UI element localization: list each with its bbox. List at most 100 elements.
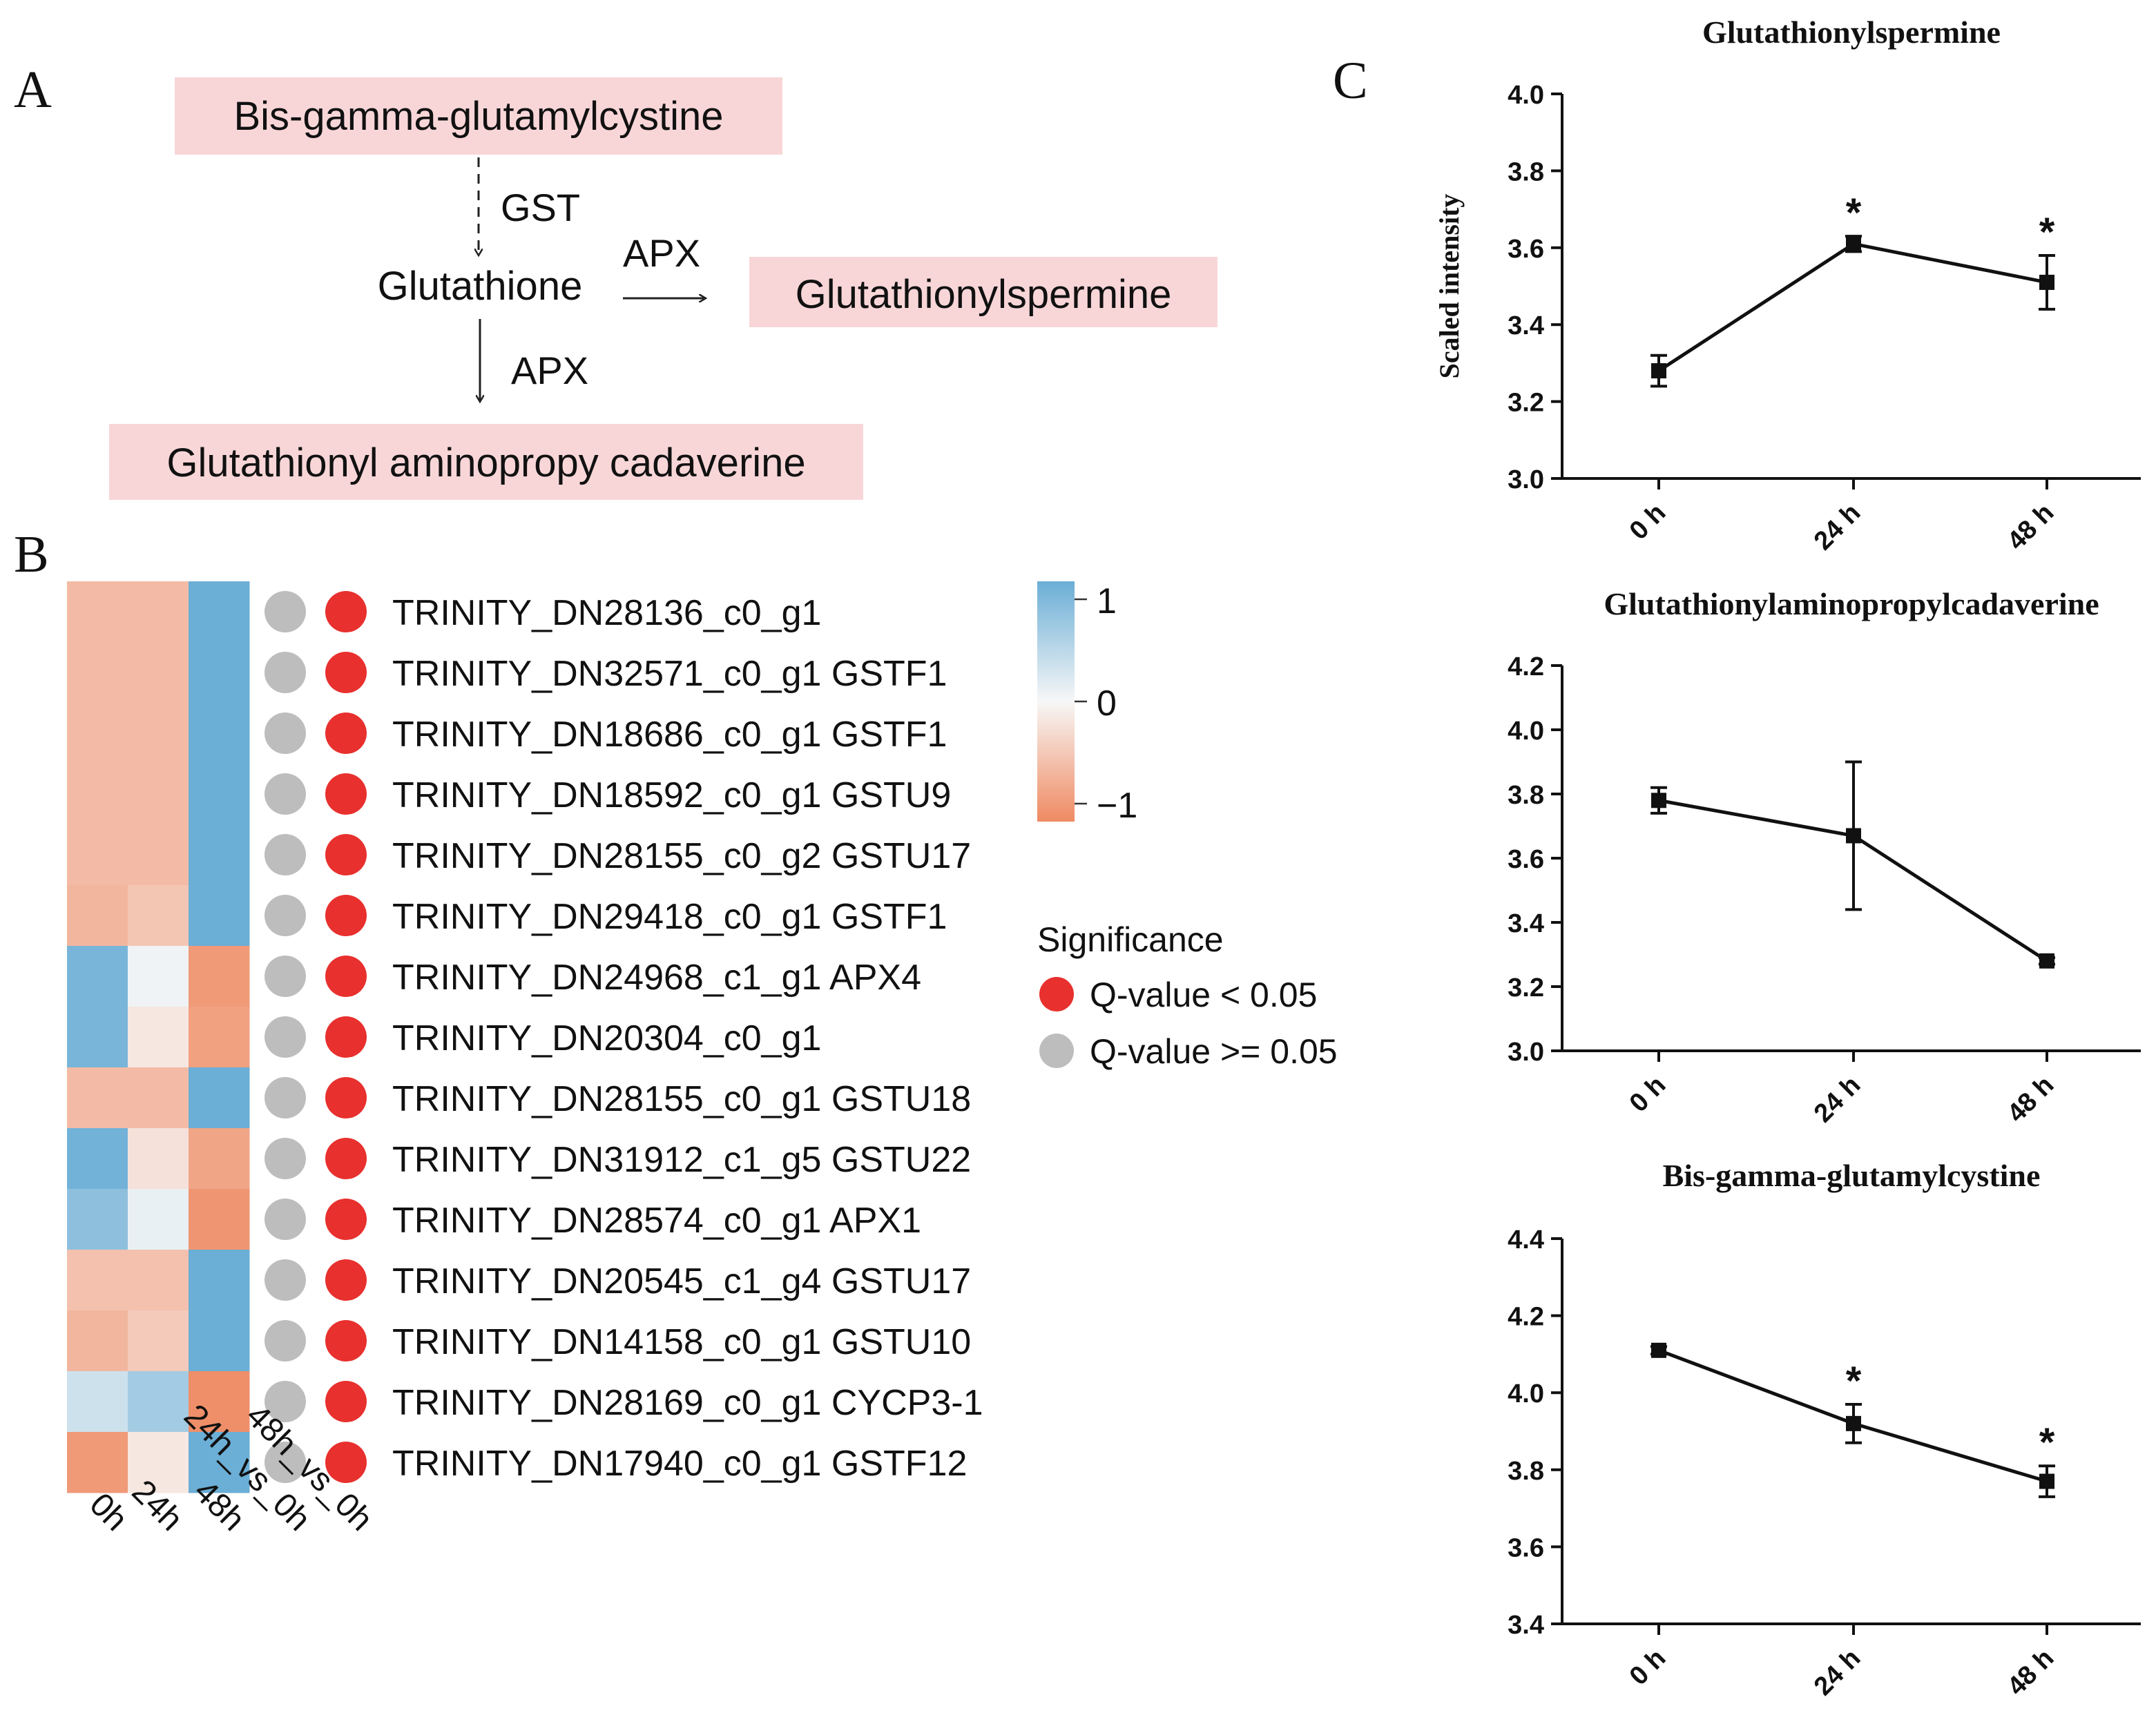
heatmap-cell [67, 581, 128, 643]
heatmap-cell [128, 824, 189, 886]
gene-label: TRINITY_DN32571_c0_g1 GSTF1 [392, 654, 947, 694]
significance-dot [325, 1199, 367, 1240]
significance-dot [325, 1259, 367, 1301]
y-tick-label: 3.4 [1508, 909, 1544, 938]
gene-label: TRINITY_DN18592_c0_g1 GSTU9 [392, 775, 951, 815]
heatmap-cell [128, 1432, 189, 1493]
panel-c: C Glutathionylspermine Scaled intensity 3.… [1333, 14, 2141, 1701]
significance-star: * [1846, 191, 1862, 235]
x-tick-label: 24 h [1809, 1644, 1866, 1701]
x-tick-label: 0 h [1624, 498, 1672, 546]
heatmap-cell [67, 946, 128, 1007]
significance-dot [264, 834, 306, 875]
heatmap-cell [189, 764, 250, 825]
significance-dot [264, 1077, 306, 1118]
heatmap-cell [67, 824, 128, 886]
data-point [1651, 363, 1666, 379]
gene-label: TRINITY_DN28574_c0_g1 APX1 [392, 1201, 921, 1241]
gene-label: TRINITY_DN14158_c0_g1 GSTU10 [392, 1322, 971, 1362]
heatmap-cell [189, 581, 250, 643]
enzyme-gst-label: GST [501, 186, 580, 229]
x-tick-label: 0 h [1624, 1644, 1672, 1692]
y-tick-label: 3.2 [1508, 389, 1544, 418]
significance-dot [264, 1259, 306, 1301]
pathway-box-top [175, 77, 782, 155]
significance-dot [264, 591, 306, 632]
heatmap-cell [67, 764, 128, 825]
pathway-middle-label: Glutathione [378, 264, 583, 309]
data-point [1846, 828, 1861, 844]
y-tick-label: 3.6 [1508, 845, 1544, 874]
significance-dot [325, 1138, 367, 1179]
significance-dot [264, 895, 306, 936]
y-tick-label: 3.6 [1508, 1533, 1544, 1562]
heatmap-cell [67, 1371, 128, 1433]
heatmap-cell [67, 1250, 128, 1311]
significance-dot [325, 773, 367, 815]
heatmap-grid [67, 581, 250, 1493]
data-point [1846, 1415, 1861, 1431]
chart-title: Glutathionylspermine [1702, 14, 2001, 50]
significance-dot [325, 956, 367, 997]
heatmap-cell [67, 642, 128, 704]
enzyme-apx-down-label: APX [511, 349, 588, 392]
chart-title: Glutathionylaminopropylcadaverine [1604, 586, 2099, 621]
significance-dot [264, 1320, 306, 1362]
pathway-box-right [749, 257, 1217, 327]
data-point [2039, 1473, 2054, 1489]
y-tick-label: 3.8 [1508, 1457, 1544, 1486]
panel-label-b: B [14, 525, 49, 583]
significance-dot [325, 1381, 367, 1422]
significance-dot [264, 1442, 306, 1483]
x-tick-label: 24 h [1809, 498, 1866, 556]
significance-dot [264, 652, 306, 693]
gene-label: TRINITY_DN31912_c1_g5 GSTU22 [392, 1140, 971, 1180]
pathway-right-label: Glutathionylspermine [796, 272, 1172, 317]
heatmap-cell [189, 642, 250, 704]
legend-item-nonsig: Q-value >= 0.05 [1090, 1032, 1338, 1071]
significance-dot [325, 895, 367, 936]
heatmap-cell [128, 642, 189, 704]
heatmap-cell [189, 703, 250, 764]
significance-dot [264, 956, 306, 997]
heatmap-cell [67, 1189, 128, 1250]
heatmap-cell [67, 1128, 128, 1190]
gene-label: TRINITY_DN28169_c0_g1 CYCP3-1 [392, 1383, 983, 1423]
significance-dot [264, 1016, 306, 1058]
heatmap-cell [189, 1371, 250, 1433]
significance-dot [325, 1016, 367, 1058]
significance-dot [325, 834, 367, 875]
y-axis-label: Scaled intensity [1434, 194, 1465, 379]
heatmap-cell [189, 824, 250, 886]
enzyme-apx-right-label: APX [623, 231, 700, 275]
heatmap-cell [189, 1432, 250, 1493]
y-tick-label: 3.0 [1508, 1038, 1544, 1067]
significance-dot [325, 713, 367, 754]
y-tick-label: 4.2 [1508, 652, 1544, 681]
significance-dot [264, 1199, 306, 1240]
gene-label: TRINITY_DN20304_c0_g1 [392, 1018, 821, 1058]
heatmap-cell [67, 885, 128, 947]
heatmap-cell [128, 1250, 189, 1311]
heatmap-cell [189, 1067, 250, 1129]
heatmap-cell [189, 1310, 250, 1372]
significance-dot [325, 652, 367, 693]
y-tick-label: 4.2 [1508, 1303, 1544, 1332]
heatmap-cell [189, 885, 250, 947]
chart-title: Bis-gamma-glutamylcystine [1663, 1158, 2041, 1193]
significance-dot [264, 1138, 306, 1179]
heatmap-cell [189, 946, 250, 1007]
y-tick-label: 4.0 [1508, 81, 1544, 110]
heatmap-cell [128, 581, 189, 643]
heatmap-cell [128, 764, 189, 825]
significance-star: * [2039, 1420, 2055, 1465]
panel-label-a: A [14, 61, 52, 119]
data-point [1651, 793, 1666, 808]
data-point [1846, 236, 1861, 252]
heatmap-cell [128, 1067, 189, 1129]
y-tick-label: 3.4 [1508, 1611, 1544, 1640]
chart-bis-gamma-glutamylcystine: Bis-gamma-glutamylcystine 3.4 3.6 3.8 4.0 4.2… [1508, 1158, 2141, 1701]
data-point [1651, 1342, 1666, 1358]
gene-label: TRINITY_DN20545_c1_g4 GSTU17 [392, 1261, 971, 1301]
